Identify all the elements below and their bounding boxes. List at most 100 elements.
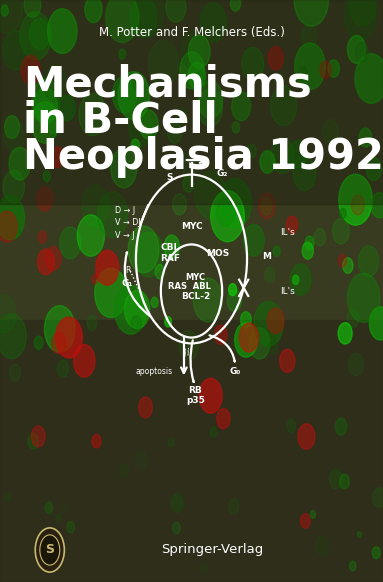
Circle shape: [64, 344, 69, 350]
Circle shape: [239, 323, 259, 352]
Circle shape: [349, 0, 376, 26]
Text: Neoplasia 1992: Neoplasia 1992: [23, 136, 383, 178]
Circle shape: [338, 254, 347, 267]
Circle shape: [302, 242, 313, 259]
Circle shape: [254, 301, 283, 346]
Circle shape: [180, 31, 205, 69]
Text: G₀: G₀: [230, 367, 241, 376]
Circle shape: [299, 67, 308, 80]
Circle shape: [294, 0, 329, 26]
Circle shape: [47, 9, 77, 54]
Circle shape: [92, 274, 98, 284]
Circle shape: [56, 514, 61, 521]
Text: G₁: G₁: [122, 279, 133, 288]
Circle shape: [280, 349, 295, 372]
Text: //: //: [183, 347, 191, 357]
Circle shape: [3, 31, 29, 70]
Circle shape: [28, 434, 38, 449]
Circle shape: [366, 157, 381, 180]
Circle shape: [180, 52, 205, 89]
FancyArrowPatch shape: [210, 335, 235, 361]
Circle shape: [371, 193, 383, 218]
FancyArrowPatch shape: [125, 253, 151, 317]
Circle shape: [85, 0, 102, 23]
Circle shape: [232, 122, 240, 133]
Circle shape: [273, 246, 280, 256]
Text: RAS  ABL: RAS ABL: [168, 282, 211, 292]
Circle shape: [195, 171, 226, 219]
Circle shape: [135, 452, 147, 470]
Circle shape: [31, 102, 59, 143]
Circle shape: [183, 176, 194, 192]
Circle shape: [166, 0, 186, 22]
Text: MYC: MYC: [181, 222, 202, 232]
Circle shape: [286, 216, 298, 233]
Circle shape: [139, 397, 152, 418]
Circle shape: [314, 229, 326, 246]
Circle shape: [115, 285, 147, 334]
Circle shape: [188, 62, 206, 88]
Circle shape: [44, 306, 75, 352]
Circle shape: [301, 513, 310, 528]
Circle shape: [347, 273, 380, 322]
Circle shape: [293, 157, 316, 191]
Bar: [0, 320, 383, 582]
Circle shape: [344, 0, 376, 40]
Circle shape: [95, 268, 127, 318]
Circle shape: [129, 110, 153, 147]
Circle shape: [227, 289, 242, 311]
Circle shape: [151, 297, 158, 308]
Circle shape: [336, 418, 347, 435]
Circle shape: [217, 198, 235, 226]
Circle shape: [180, 153, 198, 180]
Circle shape: [82, 185, 109, 227]
Circle shape: [79, 94, 106, 136]
Circle shape: [35, 528, 64, 572]
Circle shape: [38, 249, 54, 275]
Circle shape: [47, 117, 59, 134]
Circle shape: [38, 231, 46, 243]
Circle shape: [199, 378, 222, 413]
Circle shape: [287, 419, 296, 433]
Circle shape: [24, 0, 41, 17]
Circle shape: [173, 194, 187, 215]
Text: BCL-2: BCL-2: [182, 292, 211, 301]
Circle shape: [232, 92, 250, 120]
Circle shape: [349, 561, 356, 571]
Circle shape: [243, 225, 264, 256]
Circle shape: [92, 434, 101, 448]
Circle shape: [265, 267, 275, 282]
Circle shape: [155, 264, 165, 279]
Circle shape: [338, 322, 352, 344]
Circle shape: [130, 0, 157, 38]
Circle shape: [310, 510, 316, 519]
Circle shape: [340, 208, 346, 218]
Circle shape: [0, 196, 25, 240]
Circle shape: [128, 226, 159, 273]
Circle shape: [34, 336, 43, 350]
Text: G₂: G₂: [216, 169, 228, 178]
Circle shape: [332, 218, 349, 244]
Circle shape: [290, 264, 311, 295]
Circle shape: [119, 463, 129, 478]
Circle shape: [343, 258, 353, 274]
Circle shape: [268, 340, 278, 354]
Text: MYC: MYC: [185, 273, 205, 282]
Circle shape: [60, 227, 81, 259]
Circle shape: [29, 19, 50, 49]
Circle shape: [188, 35, 210, 68]
Circle shape: [113, 76, 137, 113]
Circle shape: [271, 86, 297, 126]
Circle shape: [169, 438, 174, 447]
Circle shape: [329, 469, 342, 489]
Circle shape: [119, 49, 126, 59]
Text: MOS: MOS: [206, 249, 229, 258]
Text: RB
p35: RB p35: [186, 386, 205, 406]
Circle shape: [124, 290, 150, 329]
Circle shape: [0, 211, 17, 242]
Text: R: R: [125, 266, 130, 275]
Circle shape: [58, 95, 75, 121]
Circle shape: [260, 151, 275, 173]
Text: Springer-Verlag: Springer-Verlag: [161, 544, 263, 556]
Circle shape: [219, 179, 251, 228]
